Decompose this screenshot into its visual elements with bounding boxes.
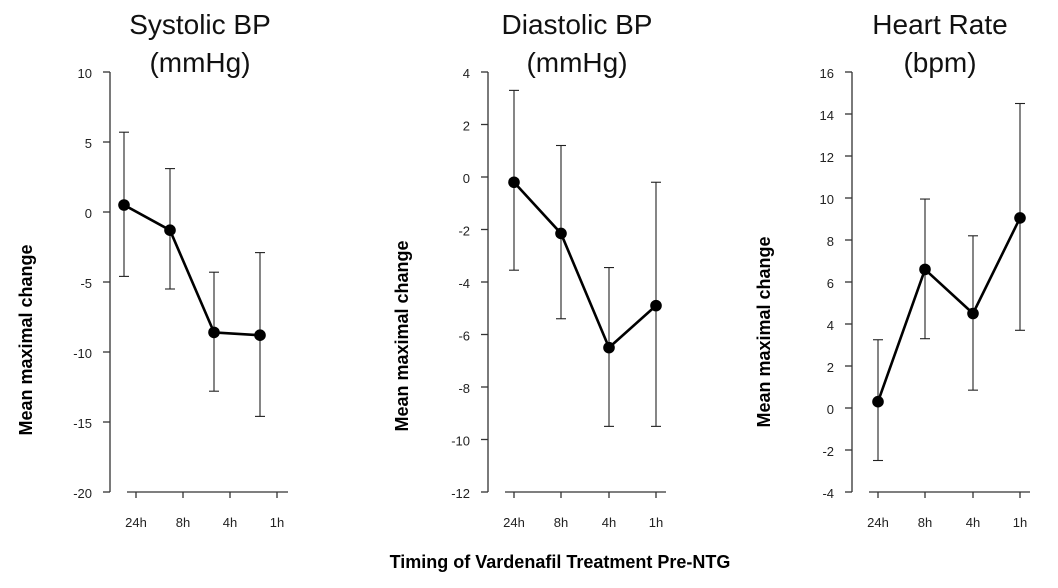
y-tick-label: 0 xyxy=(463,171,470,186)
y-axis-label: Mean maximal change xyxy=(392,240,412,431)
y-tick-label: 12 xyxy=(820,150,834,165)
y-tick-label: -2 xyxy=(458,224,470,239)
y-tick-label: 14 xyxy=(820,108,834,123)
data-point-marker xyxy=(555,227,567,240)
y-tick-label: -6 xyxy=(458,329,470,344)
y-tick-label: 5 xyxy=(85,136,92,151)
panel-title-line1: Diastolic BP xyxy=(502,9,653,40)
panel-title-line1: Heart Rate xyxy=(872,9,1007,40)
y-tick-label: -20 xyxy=(73,486,92,501)
y-tick-label: 0 xyxy=(85,206,92,221)
y-tick-label: 4 xyxy=(463,66,470,81)
panel-title-line2: (bpm) xyxy=(903,47,976,78)
x-tick-label: 1h xyxy=(270,515,284,530)
data-point-marker xyxy=(254,329,266,342)
x-tick-label: 4h xyxy=(602,515,616,530)
x-tick-label: 24h xyxy=(503,515,525,530)
data-point-marker xyxy=(164,224,176,236)
x-tick-label: 1h xyxy=(1013,515,1027,530)
data-point-marker xyxy=(872,395,884,408)
panel-title-line1: Systolic BP xyxy=(129,9,271,40)
y-tick-label: -12 xyxy=(451,486,470,501)
y-tick-label: -10 xyxy=(73,346,92,361)
y-tick-label: -10 xyxy=(451,434,470,449)
panel-title-line2: (mmHg) xyxy=(526,47,627,78)
x-tick-label: 4h xyxy=(966,515,980,530)
y-tick-label: 10 xyxy=(820,192,834,207)
x-tick-label: 8h xyxy=(554,515,568,530)
data-point-marker xyxy=(967,307,979,320)
panel-diastolic-bp: Diastolic BP (mmHg) Mean maximal change … xyxy=(392,9,666,530)
y-tick-label: 2 xyxy=(827,360,834,375)
data-point-marker xyxy=(1014,212,1026,224)
x-tick-label: 24h xyxy=(125,515,147,530)
x-tick-label: 1h xyxy=(649,515,663,530)
series-line xyxy=(513,181,657,349)
x-tick-label: 8h xyxy=(176,515,190,530)
data-point-marker xyxy=(919,263,931,276)
y-tick-label: -4 xyxy=(458,276,470,291)
data-point-marker xyxy=(208,326,220,339)
y-tick-label: -8 xyxy=(458,381,470,396)
y-tick-label: 10 xyxy=(78,66,92,81)
x-tick-label: 4h xyxy=(223,515,237,530)
data-point-marker xyxy=(508,176,520,189)
y-tick-label: 0 xyxy=(827,402,834,417)
panel-title-line2: (mmHg) xyxy=(149,47,250,78)
data-point-marker xyxy=(118,199,130,211)
y-axis-label: Mean maximal change xyxy=(754,236,774,427)
data-point-marker xyxy=(603,341,615,354)
y-tick-label: -2 xyxy=(822,444,834,459)
y-tick-label: -4 xyxy=(822,486,834,501)
shared-x-axis-label: Timing of Vardenafil Treatment Pre-NTG xyxy=(390,552,731,572)
y-tick-label: 16 xyxy=(820,66,834,81)
series-line xyxy=(123,203,261,337)
y-tick-label: 2 xyxy=(463,119,470,134)
panel-heart-rate: Heart Rate (bpm) Mean maximal change 16 1… xyxy=(754,9,1030,530)
y-tick-label: -15 xyxy=(73,416,92,431)
y-tick-label: 6 xyxy=(827,276,834,291)
x-tick-label: 24h xyxy=(867,515,889,530)
panel-systolic-bp: Systolic BP (mmHg) Mean maximal change 1… xyxy=(16,9,288,530)
x-tick-label: 8h xyxy=(918,515,932,530)
y-tick-label: 8 xyxy=(827,234,834,249)
data-point-marker xyxy=(650,299,662,312)
y-axis-label: Mean maximal change xyxy=(16,244,36,435)
y-tick-label: -5 xyxy=(80,276,92,291)
y-tick-label: 4 xyxy=(827,318,834,333)
series-line xyxy=(876,217,1022,403)
